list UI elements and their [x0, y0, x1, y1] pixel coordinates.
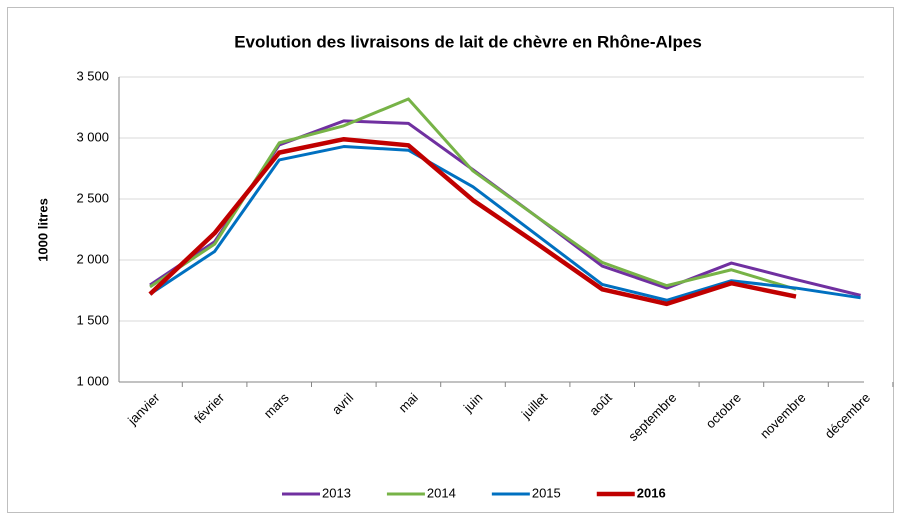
y-tick-label: 2 000: [76, 251, 109, 266]
y-tick-label: 3 500: [76, 68, 109, 83]
y-tick-label: 1 000: [76, 373, 109, 388]
y-tick-label: 2 500: [76, 190, 109, 205]
y-tick-label: 3 000: [76, 129, 109, 144]
legend-label: 2016: [637, 485, 666, 500]
legend-label: 2013: [322, 485, 351, 500]
series-line: [149, 145, 861, 302]
chart-title: Evolution des livraisons de lait de chèv…: [234, 32, 702, 51]
y-tick-label: 1 500: [76, 312, 109, 327]
series-line: [148, 136, 797, 307]
legend-label: 2015: [532, 485, 561, 500]
legend-label: 2014: [427, 485, 456, 500]
y-axis-label: 1000 litres: [35, 198, 50, 262]
